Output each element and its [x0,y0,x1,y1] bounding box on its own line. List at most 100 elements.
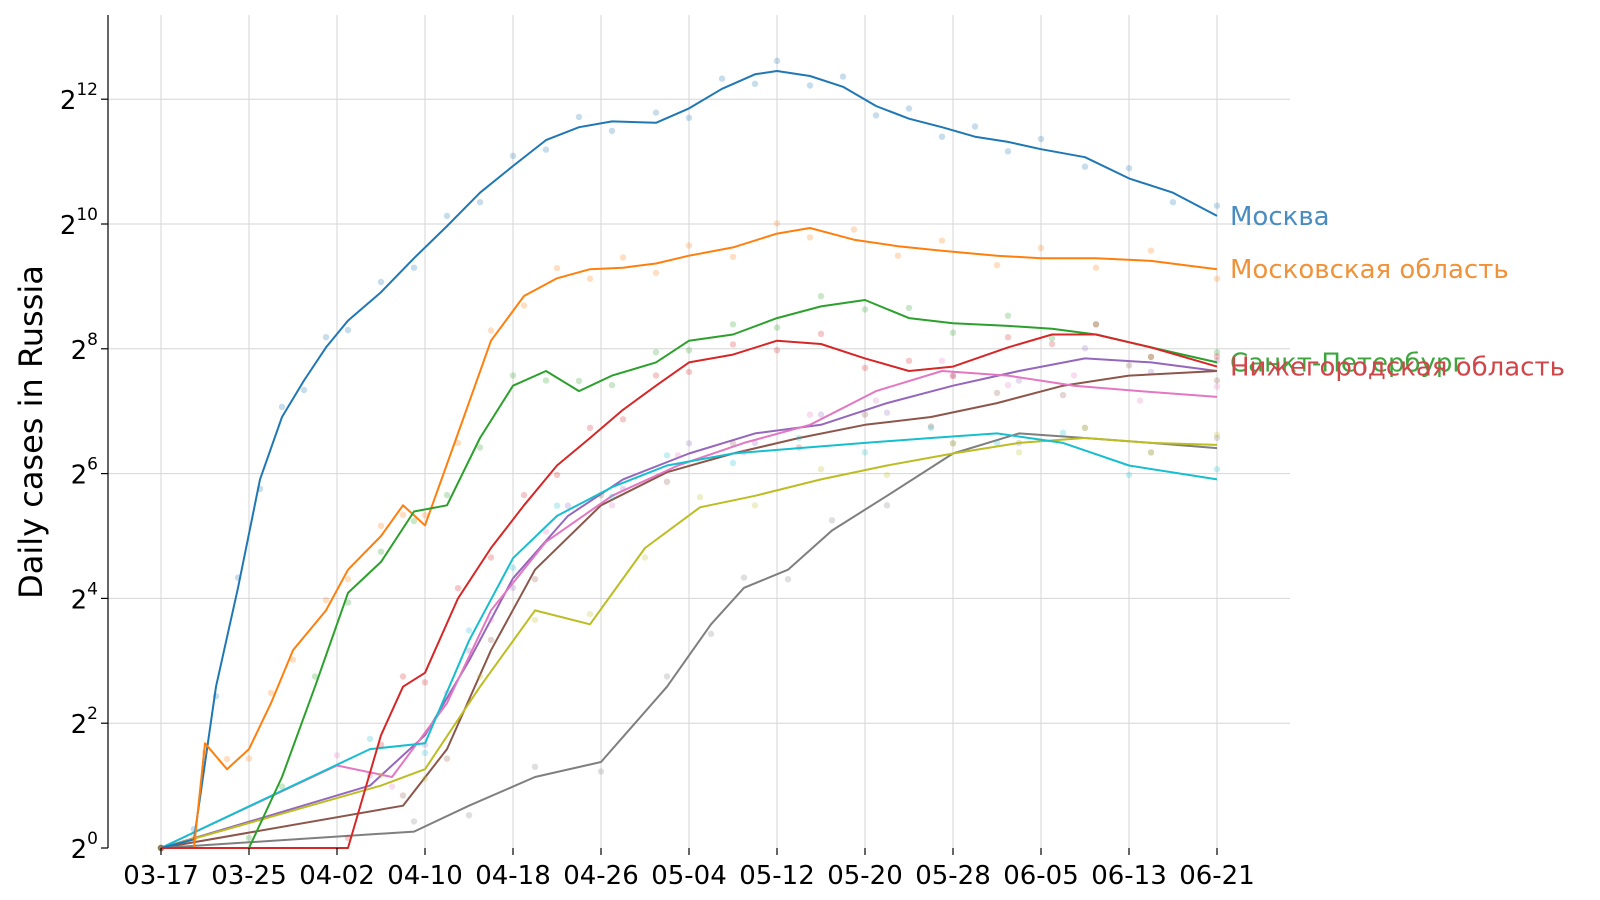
data-point [465,627,473,634]
data-point [1213,434,1221,442]
data-point [542,146,550,153]
data-point [938,237,946,244]
data-point [839,73,847,80]
data-point [1081,424,1089,431]
data-point [234,574,242,581]
data-point [421,749,429,756]
data-point [575,377,583,385]
data-point [773,57,781,64]
data-point [817,330,825,337]
series-line [160,357,1218,849]
grid [108,15,1290,848]
data-point [652,349,660,356]
data-point [861,306,869,313]
data-point [399,511,407,518]
data-point [1037,135,1045,143]
data-point [1213,202,1221,209]
data-point [773,220,781,227]
data-point [905,105,913,112]
data-point [245,834,253,841]
data-point [454,439,462,447]
data-point [1059,391,1067,399]
data-point [1169,199,1177,206]
data-point [1081,163,1089,170]
data-point [806,411,814,418]
data-point [586,275,594,282]
x-tick-label: 05-20 [827,861,903,891]
data-point [685,242,693,249]
x-tick-label: 04-18 [475,861,551,891]
data-point [267,689,275,697]
data-point [278,403,286,410]
data-point [685,347,693,354]
data-point [1147,353,1155,361]
data-point [410,517,418,525]
data-point [608,381,616,389]
series-lines [157,57,1221,852]
data-point [1048,340,1056,348]
data-point [905,304,913,312]
data-point [817,466,825,473]
data-point [366,735,374,743]
x-tick-label: 06-05 [1003,861,1079,891]
data-point [443,491,451,499]
data-point [729,459,737,467]
data-point [201,749,209,756]
data-point [883,409,891,416]
data-point [949,440,957,447]
data-point [465,812,473,819]
data-point [1125,165,1133,172]
data-point [1004,148,1012,155]
data-point [410,818,418,825]
data-point [608,127,616,135]
data-point [740,574,748,581]
data-point [872,397,880,404]
data-point [729,341,737,348]
data-point [564,502,572,509]
y-tick-label: 210 [60,205,98,241]
data-point [938,357,946,364]
y-tick-label: 24 [71,579,98,615]
series-end-label: Нижегородская область [1230,353,1565,383]
data-point [861,411,869,418]
data-point [322,334,330,341]
data-point [1015,449,1023,456]
data-point [399,673,407,680]
data-point [608,502,616,509]
data-point [212,693,220,700]
x-tick-labels: 03-17 03-25 04-02 04-10 04-18 04-26 05-04 05-12… [123,861,1255,891]
data-point [663,673,671,680]
data-point [784,576,792,583]
x-tick-label: 05-04 [651,861,727,891]
data-point [575,113,583,121]
data-point [751,80,759,88]
data-point [993,262,1001,269]
data-point [1037,244,1045,252]
data-point [421,775,429,782]
data-point [1125,362,1133,369]
data-point [1147,449,1155,456]
data-point [663,478,671,485]
data-point [586,424,594,431]
data-point [300,386,308,394]
data-point [487,616,495,624]
data-point [1092,321,1100,328]
x-tick-label: 06-13 [1091,861,1167,891]
series-end-labels: Москва Московская область Санкт-ПетербургН… [1230,202,1565,383]
data-point [729,440,737,447]
data-point [531,763,539,770]
data-point [1092,321,1100,328]
data-point [1213,349,1221,356]
data-point [927,424,935,431]
data-point [223,755,231,763]
data-point [344,326,352,334]
data-point [190,834,198,841]
data-point [949,329,957,336]
series-line [160,370,1218,849]
data-point [542,528,550,535]
y-axis-title: Daily cases in Russia [12,265,50,599]
data-point [1213,353,1221,360]
data-point [861,364,869,372]
data-point [278,783,286,790]
data-point [696,493,704,501]
